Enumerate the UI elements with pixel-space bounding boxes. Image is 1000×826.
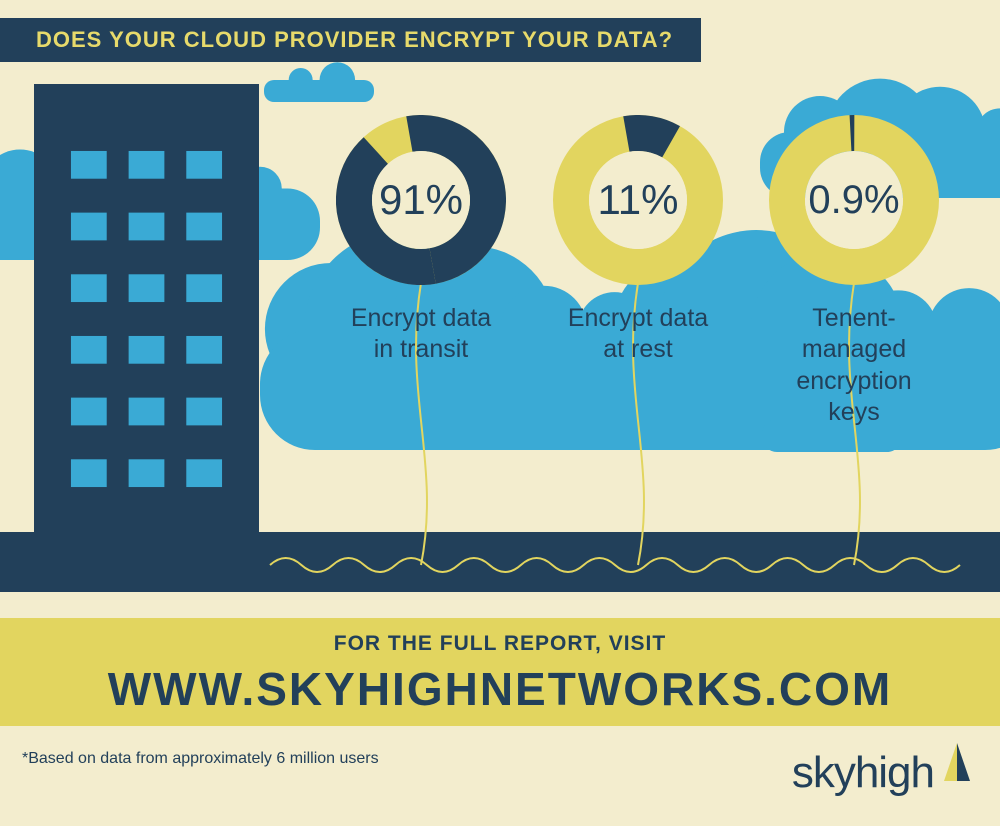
- donut-value: 91%: [336, 115, 506, 285]
- cta-band: FOR THE FULL REPORT, VISIT WWW.SKYHIGHNE…: [0, 618, 1000, 726]
- title-bar: DOES YOUR CLOUD PROVIDER ENCRYPT YOUR DA…: [0, 18, 701, 62]
- donut-value: 11%: [553, 115, 723, 285]
- chart-label: Encrypt dataat rest: [553, 303, 723, 366]
- cloud-0: [264, 62, 374, 107]
- cta-large-text: WWW.SKYHIGHNETWORKS.COM: [0, 662, 1000, 716]
- chart-label: Tenent-managedencryption keys: [769, 303, 939, 428]
- infographic-root: DOES YOUR CLOUD PROVIDER ENCRYPT YOUR DA…: [0, 0, 1000, 826]
- cta-small-text: FOR THE FULL REPORT, VISIT: [0, 632, 1000, 656]
- logo-mark-icon: [940, 741, 974, 790]
- donut-value: 0.9%: [769, 115, 939, 285]
- hero-area: DOES YOUR CLOUD PROVIDER ENCRYPT YOUR DA…: [0, 0, 1000, 600]
- logo-text: skyhigh: [792, 748, 934, 798]
- title-text: DOES YOUR CLOUD PROVIDER ENCRYPT YOUR DA…: [36, 27, 673, 53]
- chart-label: Encrypt datain transit: [336, 303, 506, 366]
- building: [34, 84, 259, 534]
- chart-encrypt-at-rest: 11% Encrypt dataat rest: [553, 115, 723, 366]
- donut-ring: 91%: [336, 115, 506, 285]
- chart-encrypt-in-transit: 91% Encrypt datain transit: [336, 115, 506, 366]
- logo: skyhigh: [792, 748, 974, 798]
- donut-ring: 0.9%: [769, 115, 939, 285]
- ground-band: [0, 532, 1000, 592]
- donut-ring: 11%: [553, 115, 723, 285]
- chart-tenant-managed-keys: 0.9% Tenent-managedencryption keys: [769, 115, 939, 428]
- footnote: *Based on data from approximately 6 mill…: [22, 750, 379, 768]
